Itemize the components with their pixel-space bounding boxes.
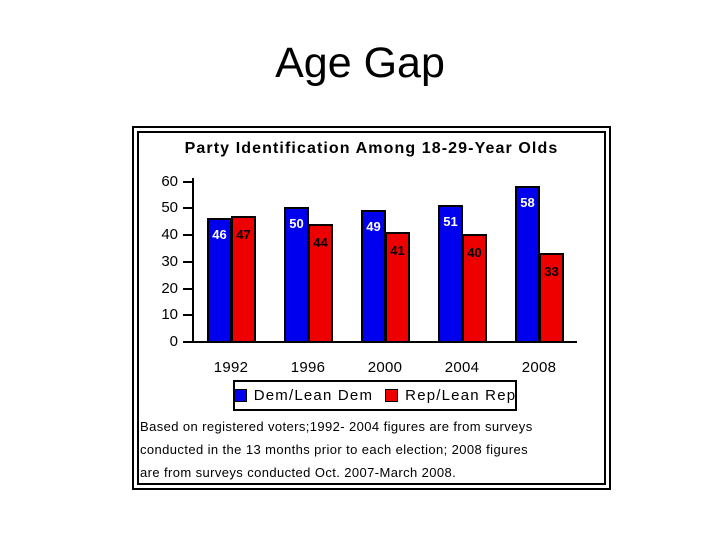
bar-dem-2000: 49 — [361, 210, 386, 343]
bar-value-label: 41 — [390, 243, 405, 258]
legend-swatch-dem-icon — [233, 389, 247, 402]
y-axis-tick-label: 60 — [161, 173, 178, 190]
chart-title: Party Identification Among 18-29-Year Ol… — [184, 140, 559, 157]
y-axis-tick — [183, 314, 192, 316]
bar-rep-1996: 44 — [308, 224, 333, 343]
y-axis-tick-label: 20 — [161, 280, 178, 297]
bar-dem-2008: 58 — [515, 186, 540, 343]
y-axis-tick — [183, 341, 192, 343]
y-axis-tick-label: 30 — [161, 253, 178, 270]
x-axis-category-label: 2004 — [444, 359, 480, 376]
party-id-chart: Party Identification Among 18-29-Year Ol… — [137, 131, 606, 485]
bar-value-label: 49 — [366, 219, 381, 234]
bar-value-label: 58 — [520, 195, 535, 210]
x-axis-category-label: 2008 — [521, 359, 557, 376]
chart-frame: Party Identification Among 18-29-Year Ol… — [132, 126, 611, 490]
y-axis-tick-label: 40 — [161, 226, 178, 243]
bar-value-label: 51 — [443, 214, 458, 229]
slide-title: Age Gap — [275, 39, 445, 87]
y-axis-tick — [183, 234, 192, 236]
bar-value-label: 46 — [212, 227, 227, 242]
x-axis-category-label: 1992 — [213, 359, 249, 376]
legend-item-dem: Dem/Lean Dem — [233, 387, 374, 404]
legend: Dem/Lean Dem Rep/Lean Rep — [233, 380, 517, 411]
bar-rep-1992: 47 — [231, 216, 256, 343]
y-axis-tick — [183, 207, 192, 209]
bar-rep-2000: 41 — [385, 232, 410, 343]
x-axis-category-label: 1996 — [290, 359, 326, 376]
footnote-line: are from surveys conducted Oct. 2007-Mar… — [140, 465, 457, 480]
bar-value-label: 44 — [313, 235, 328, 250]
y-axis-tick-label: 50 — [161, 199, 178, 216]
bar-value-label: 50 — [289, 216, 304, 231]
bar-value-label: 33 — [544, 264, 559, 279]
chart-footnote: Based on registered voters;1992- 2004 fi… — [140, 415, 604, 484]
y-axis-tick — [183, 288, 192, 290]
legend-swatch-rep-icon — [385, 389, 399, 402]
bar-dem-2004: 51 — [438, 205, 463, 343]
bar-value-label: 40 — [467, 245, 482, 260]
bar-dem-1996: 50 — [284, 207, 309, 343]
bar-rep-2004: 40 — [462, 234, 487, 343]
y-axis-tick — [183, 261, 192, 263]
y-axis-tick — [183, 181, 192, 183]
y-axis-tick-label: 10 — [161, 306, 178, 323]
footnote-line: conducted in the 13 months prior to each… — [140, 442, 528, 457]
legend-item-rep: Rep/Lean Rep — [385, 387, 516, 404]
footnote-line: Based on registered voters;1992- 2004 fi… — [140, 419, 533, 434]
legend-label-dem: Dem/Lean Dem — [253, 387, 374, 404]
x-axis-category-label: 2000 — [367, 359, 403, 376]
legend-label-rep: Rep/Lean Rep — [405, 387, 517, 404]
y-axis-tick-label: 0 — [169, 333, 178, 350]
bar-value-label: 47 — [236, 227, 251, 242]
bar-rep-2008: 33 — [539, 253, 564, 343]
y-axis-line — [192, 178, 194, 343]
bar-dem-1992: 46 — [207, 218, 232, 343]
